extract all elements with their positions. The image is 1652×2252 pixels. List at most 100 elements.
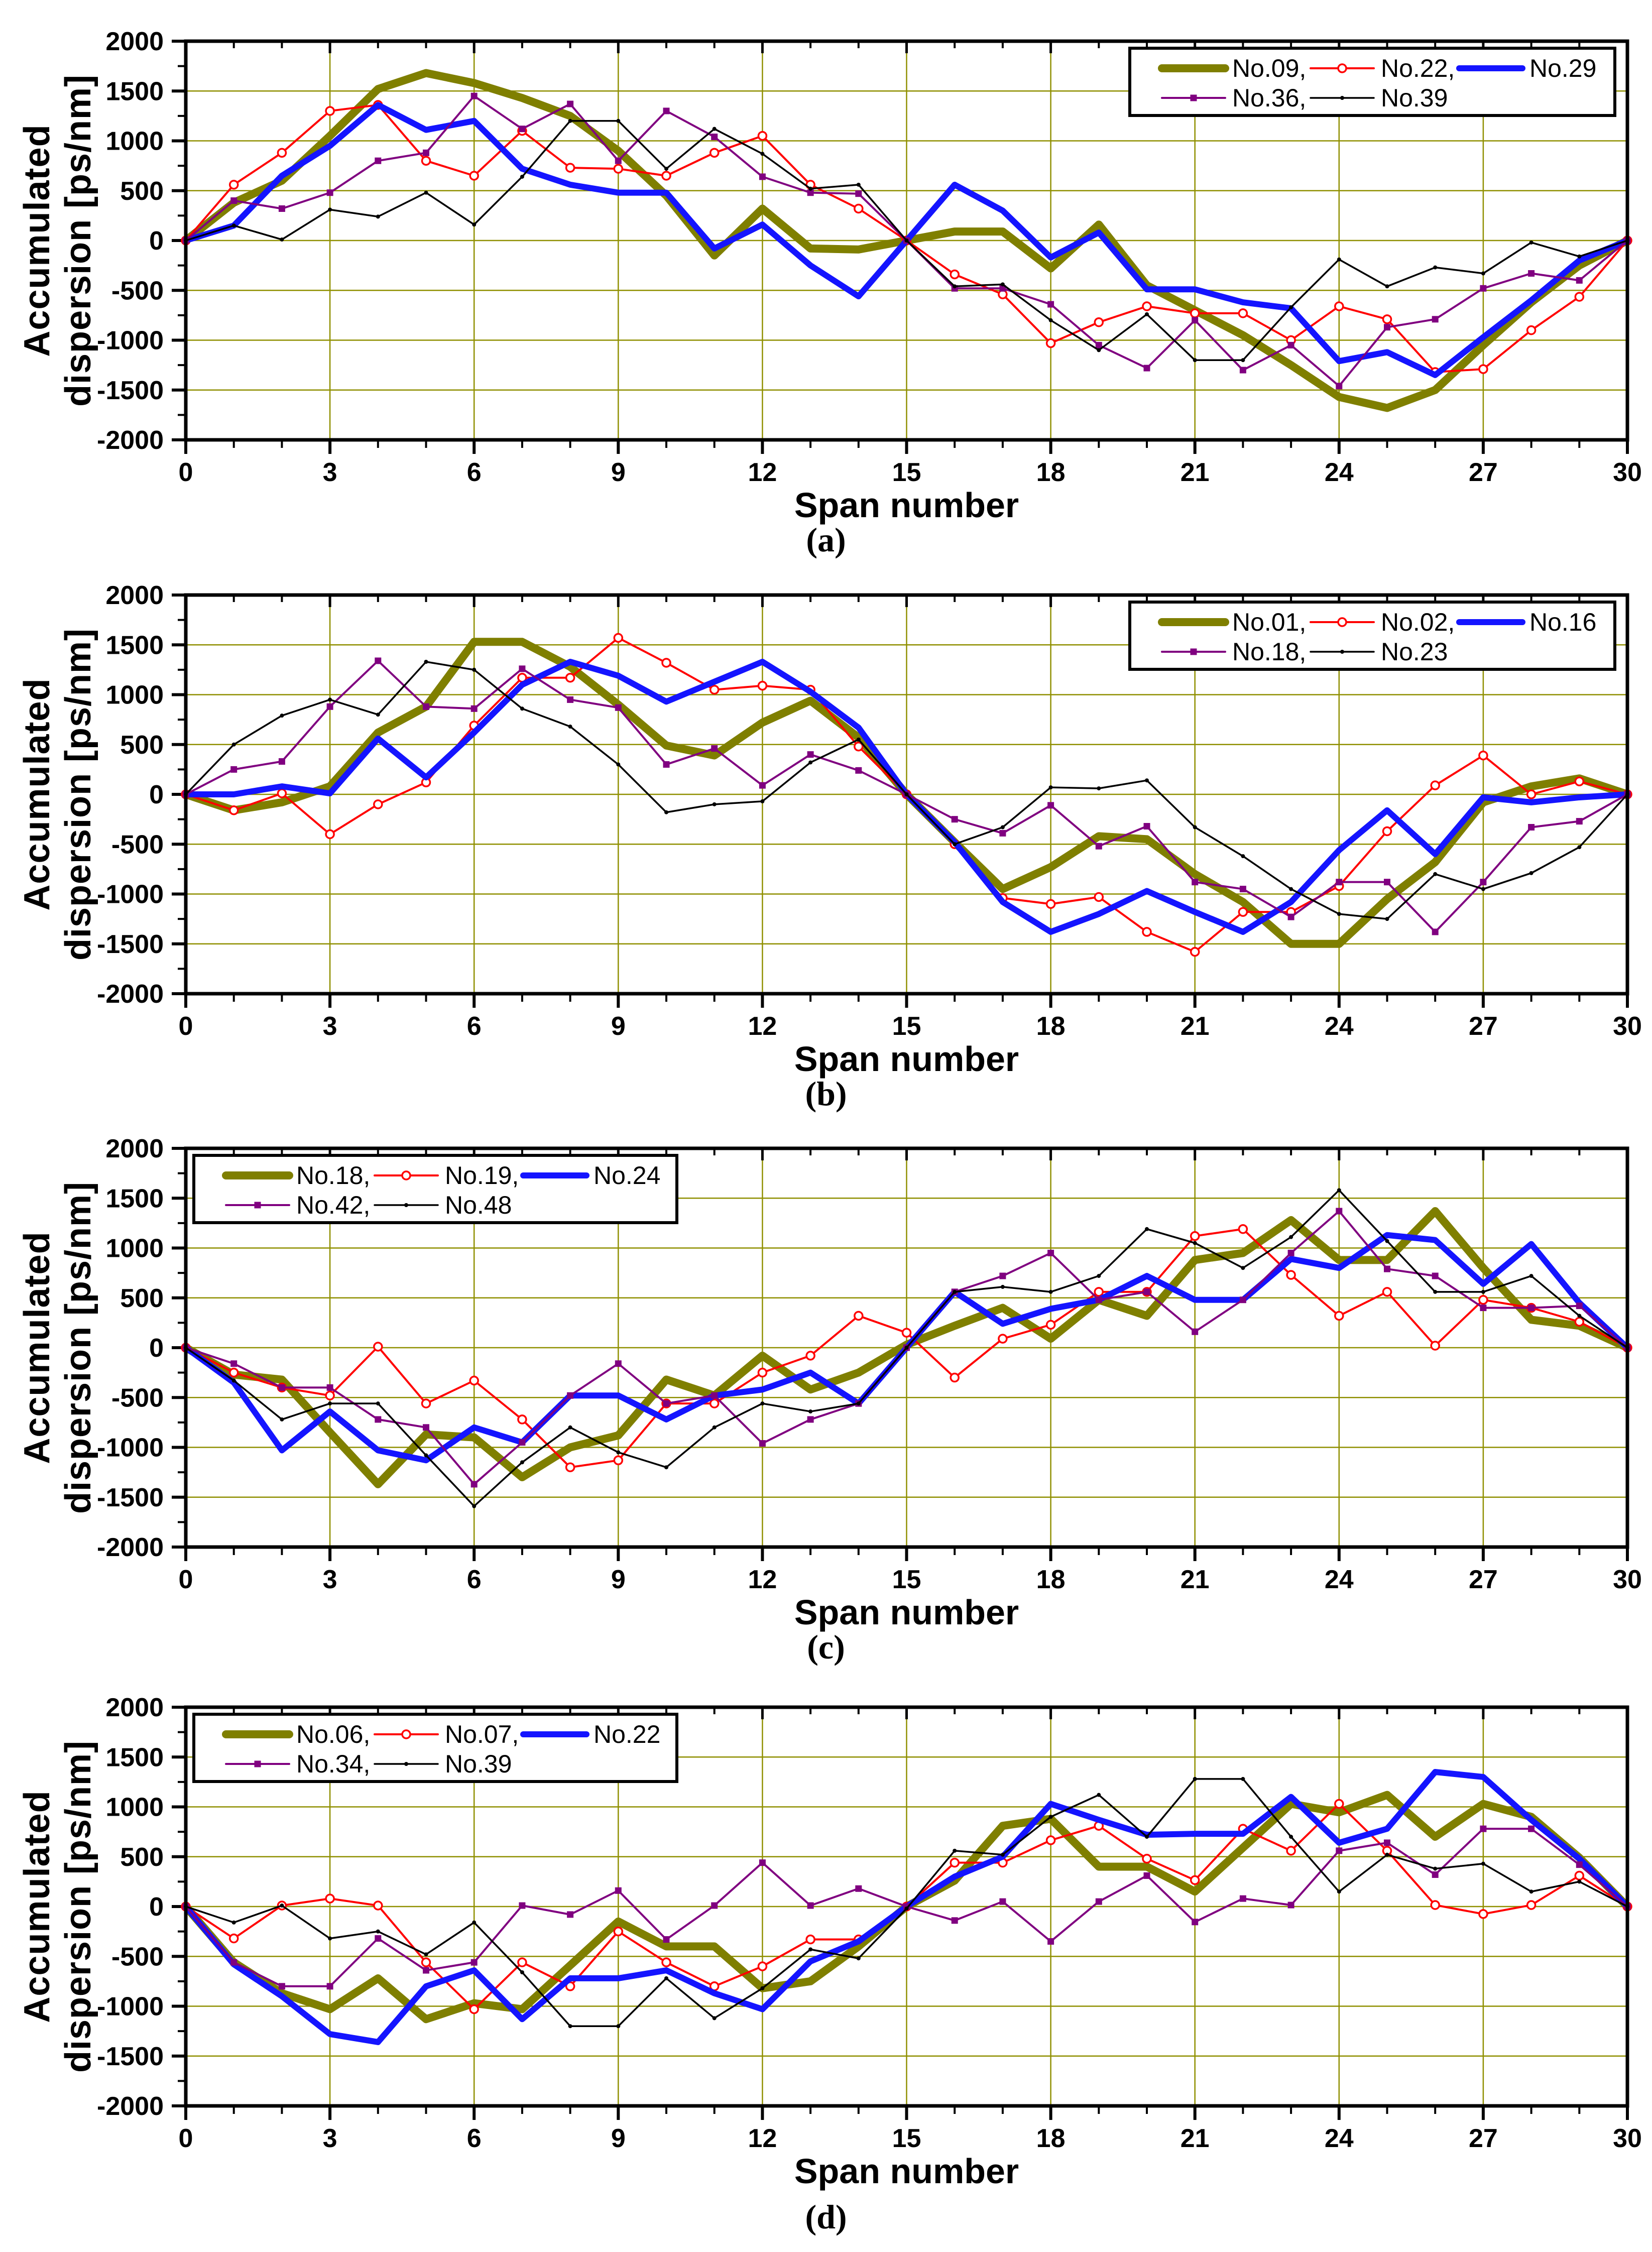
legend-item-No.39: No.39	[1310, 84, 1448, 112]
y-tick-label: 2000	[105, 27, 164, 56]
y-axis-title-line1: Accumulated	[17, 1790, 57, 2023]
legend-item-No.22: No.22	[520, 1720, 660, 1748]
y-tick-label: -1000	[97, 1434, 164, 1463]
legend-label: No.07,	[445, 1720, 519, 1748]
y-tick-label: -1500	[97, 2042, 164, 2071]
x-tick-label: 6	[467, 2124, 482, 2153]
y-tick-label: 1000	[105, 1793, 164, 1822]
y-tick-label: 500	[120, 731, 164, 760]
y-tick-label: 500	[120, 1843, 164, 1872]
chart-panel-d: -2000 -1500 -1000 -500 0 500 1000 1500 2000 0 3 6 9 1…	[0, 1666, 1652, 2252]
plot-frame	[184, 1146, 1629, 1549]
x-tick-label: 30	[1613, 1012, 1642, 1041]
y-tick-label: -1500	[97, 1483, 164, 1512]
legend-label: No.34,	[296, 1750, 370, 1778]
y-tick-label: -1500	[97, 376, 164, 405]
x-tick-label: 15	[892, 1565, 921, 1594]
legend-label: No.18,	[296, 1161, 370, 1190]
x-tick-label: 30	[1613, 1565, 1642, 1594]
legend-item-No.02: No.02,	[1310, 608, 1455, 636]
x-tick-label: 9	[611, 2124, 626, 2153]
series-No.39	[184, 118, 1629, 363]
y-tick-label: -1000	[97, 326, 164, 355]
series-No.48	[184, 1188, 1629, 1508]
x-tick-label: 24	[1325, 1012, 1354, 1041]
plot-frame	[184, 1705, 1629, 2108]
x-tick-label: 12	[748, 458, 777, 487]
x-tick-label: 3	[323, 1565, 337, 1594]
x-axis-title: Span number	[794, 1593, 1019, 1632]
legend-label: No.22	[594, 1720, 660, 1748]
legend-label: No.09,	[1232, 54, 1306, 82]
x-tick-label: 0	[179, 1012, 193, 1041]
x-tick-label: 15	[892, 458, 921, 487]
legend-item-No.06: No.06,	[222, 1720, 370, 1748]
tick-labels: -2000 -1500 -1000 -500 0 500 1000 1500 2000 0 3 6 9 1…	[97, 1134, 1642, 1594]
x-tick-label: 18	[1036, 2124, 1066, 2153]
legend: No.18, No.19, No.24 No.42, No.48	[192, 1154, 678, 1224]
y-tick-label: 1500	[105, 77, 164, 106]
chart-d-canvas: -2000 -1500 -1000 -500 0 500 1000 1500 2000 0 3 6 9 1…	[97, 1693, 1642, 2153]
panel-caption-d: (d)	[805, 2198, 847, 2236]
x-tick-label: 9	[611, 1565, 626, 1594]
y-tick-label: -2000	[97, 1533, 164, 1562]
x-tick-label: 15	[892, 1012, 921, 1041]
x-tick-label: 6	[467, 458, 482, 487]
y-tick-label: 2000	[105, 581, 164, 610]
x-tick-label: 21	[1181, 2124, 1210, 2153]
x-tick-label: 30	[1613, 458, 1642, 487]
legend-item-No.24: No.24	[520, 1161, 660, 1190]
y-tick-label: -2000	[97, 2092, 164, 2121]
x-axis-title: Span number	[794, 2152, 1019, 2191]
x-tick-label: 27	[1469, 1565, 1498, 1594]
y-tick-label: 1500	[105, 1184, 164, 1213]
x-tick-label: 3	[323, 458, 337, 487]
x-tick-label: 24	[1325, 2124, 1354, 2153]
x-axis-title: Span number	[794, 1039, 1019, 1079]
y-axis-title: Accumulated dispersion [ps/nm]	[10, 1707, 105, 2106]
y-tick-label: -2000	[97, 980, 164, 1009]
legend-item-No.18: No.18,	[222, 1161, 370, 1190]
legend-item-No.09: No.09,	[1158, 54, 1306, 82]
x-tick-label: 24	[1325, 1565, 1354, 1594]
legend-label: No.42,	[296, 1191, 370, 1219]
legend-item-No.29: No.29	[1456, 54, 1596, 82]
y-tick-label: 1500	[105, 631, 164, 660]
y-tick-label: 2000	[105, 1693, 164, 1722]
y-tick-label: 1500	[105, 1743, 164, 1772]
y-axis-title-line1: Accumulated	[17, 678, 57, 911]
legend-label: No.39	[445, 1750, 512, 1778]
legend-label: No.18,	[1232, 638, 1306, 666]
tick-labels: -2000 -1500 -1000 -500 0 500 1000 1500 2000 0 3 6 9 1…	[97, 27, 1642, 487]
legend-label: No.36,	[1232, 84, 1306, 112]
x-tick-label: 12	[748, 2124, 777, 2153]
x-tick-label: 21	[1181, 1012, 1210, 1041]
legend-label: No.29	[1529, 54, 1596, 82]
legend-item-No.22: No.22,	[1310, 54, 1455, 82]
series-No.39	[184, 1776, 1629, 2029]
x-tick-label: 18	[1036, 1565, 1066, 1594]
x-tick-label: 30	[1613, 2124, 1642, 2153]
y-tick-label: -2000	[97, 426, 164, 455]
y-tick-label: 0	[149, 780, 164, 809]
series-No.23	[184, 659, 1629, 921]
y-tick-label: -500	[111, 276, 164, 305]
legend-label: No.39	[1381, 84, 1448, 112]
legend-item-No.18: No.18,	[1161, 638, 1306, 666]
legend-label: No.16	[1529, 608, 1596, 636]
y-tick-label: 500	[120, 1284, 164, 1313]
y-tick-label: 1000	[105, 127, 164, 156]
x-tick-label: 3	[323, 1012, 337, 1041]
legend-item-No.07: No.07,	[374, 1720, 519, 1748]
x-tick-label: 18	[1036, 458, 1066, 487]
legend-label: No.01,	[1232, 608, 1306, 636]
y-tick-label: 0	[149, 1892, 164, 1922]
y-tick-label: 500	[120, 177, 164, 206]
x-tick-label: 15	[892, 2124, 921, 2153]
y-axis-title-line1: Accumulated	[17, 124, 57, 357]
x-tick-label: 0	[179, 1565, 193, 1594]
legend-item-No.34: No.34,	[225, 1750, 370, 1778]
panel-caption-c: (c)	[807, 1628, 845, 1666]
legend-label: No.48	[445, 1191, 512, 1219]
